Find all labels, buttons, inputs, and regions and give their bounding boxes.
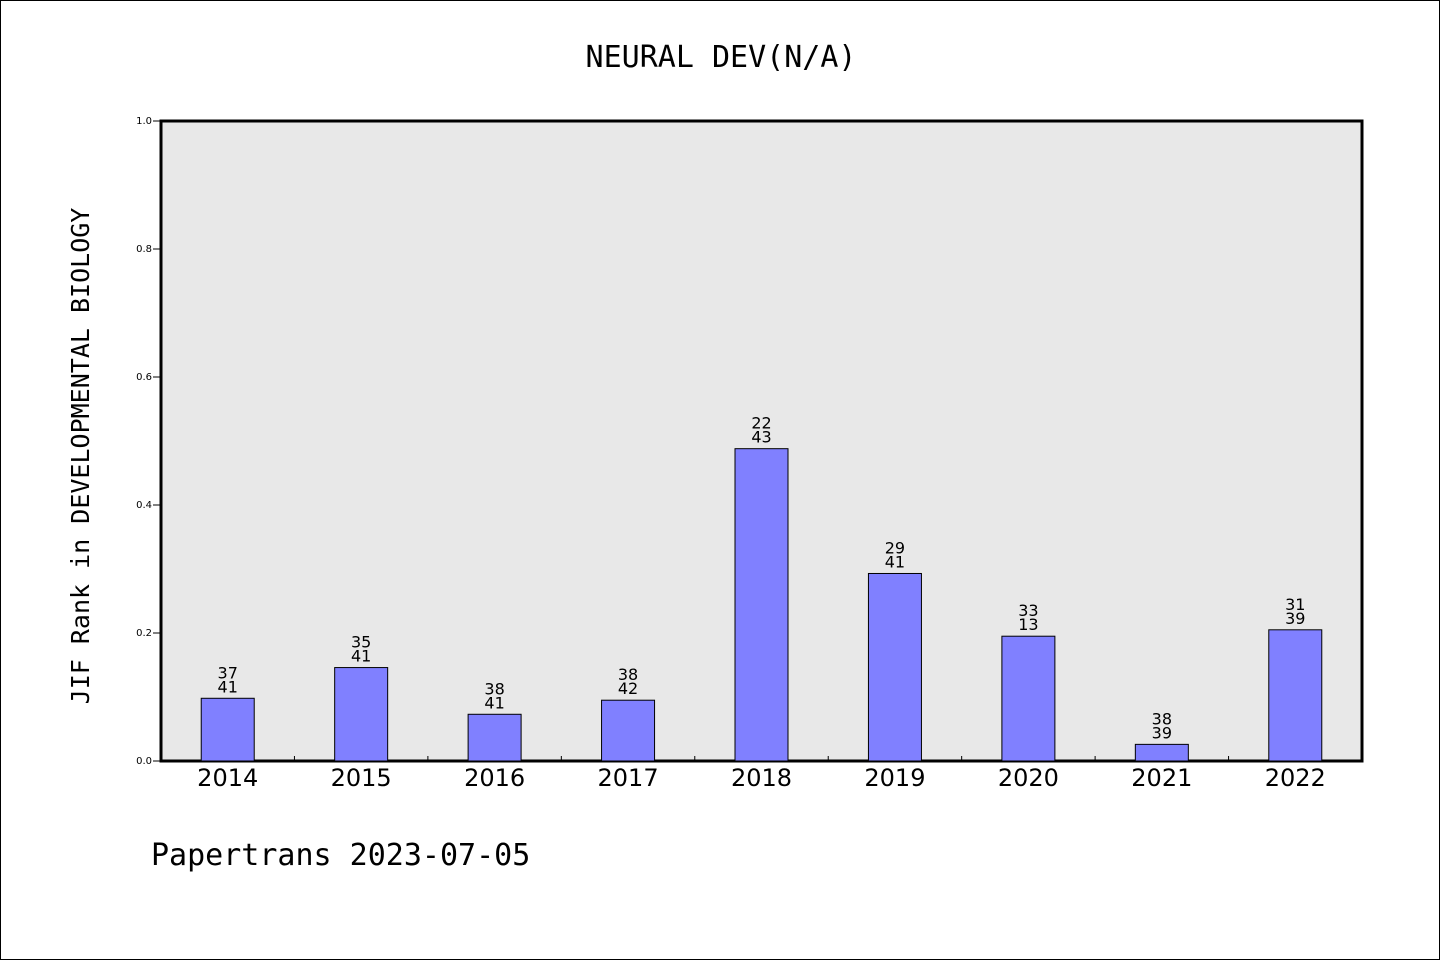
bar-label-bottom: 41 xyxy=(218,677,238,696)
bar-label-bottom: 41 xyxy=(885,552,905,571)
bar-label-bottom: 43 xyxy=(751,428,771,447)
y-axis-ticks: 0.0 0.2 0.4 0.6 0.8 1.0 xyxy=(136,116,161,767)
bar-label-top: 37 xyxy=(218,663,238,682)
bar xyxy=(867,572,922,762)
bar-label-top: 38 xyxy=(484,679,504,698)
bar xyxy=(734,448,789,762)
bar-label-bottom: 13 xyxy=(1018,615,1038,634)
x-tick-label: 2016 xyxy=(464,764,525,792)
x-tick-label: 2018 xyxy=(731,764,792,792)
y-tick-label: 1.0 xyxy=(136,116,152,127)
bar-label-bottom: 41 xyxy=(484,693,504,712)
x-axis-ticks: 2014 2015 2016 2017 2018 2019 2020 2021 2022 xyxy=(197,756,1326,792)
bar-label-top: 29 xyxy=(885,538,905,557)
bar-label-bottom: 41 xyxy=(351,647,371,666)
bar xyxy=(467,713,522,762)
y-tick-label: 0.8 xyxy=(136,244,152,255)
bar-label-bottom: 42 xyxy=(618,679,638,698)
bar-label-top: 33 xyxy=(1018,601,1038,620)
bar-label-top: 38 xyxy=(1152,709,1172,728)
bar xyxy=(601,699,656,762)
footer-credit: Papertrans 2023-07-05 xyxy=(151,838,530,873)
x-tick-label: 2017 xyxy=(598,764,659,792)
bar xyxy=(1001,635,1056,762)
x-tick-label: 2015 xyxy=(331,764,392,792)
bar xyxy=(1268,629,1323,762)
bar xyxy=(200,697,255,762)
bar xyxy=(334,667,389,762)
bar-label-bottom: 39 xyxy=(1152,723,1172,742)
y-axis-label: JIF Rank in DEVELOPMENTAL BIOLOGY xyxy=(66,208,95,705)
y-tick-label: 0.4 xyxy=(136,500,152,511)
y-tick-label: 0.0 xyxy=(136,756,152,767)
bar-label-top: 31 xyxy=(1285,595,1305,614)
x-tick-label: 2022 xyxy=(1265,764,1326,792)
bar xyxy=(1134,743,1189,762)
y-tick-label: 0.6 xyxy=(136,372,152,383)
y-tick-label: 0.2 xyxy=(136,628,152,639)
bar-label-bottom: 39 xyxy=(1285,609,1305,628)
bar-label-top: 22 xyxy=(751,414,771,433)
x-tick-label: 2014 xyxy=(197,764,258,792)
bar-label-top: 35 xyxy=(351,633,371,652)
x-tick-label: 2020 xyxy=(998,764,1059,792)
chart-title: NEURAL DEV(N/A) xyxy=(586,40,857,75)
x-tick-label: 2019 xyxy=(864,764,925,792)
x-tick-label: 2021 xyxy=(1131,764,1192,792)
bar-label-top: 38 xyxy=(618,665,638,684)
